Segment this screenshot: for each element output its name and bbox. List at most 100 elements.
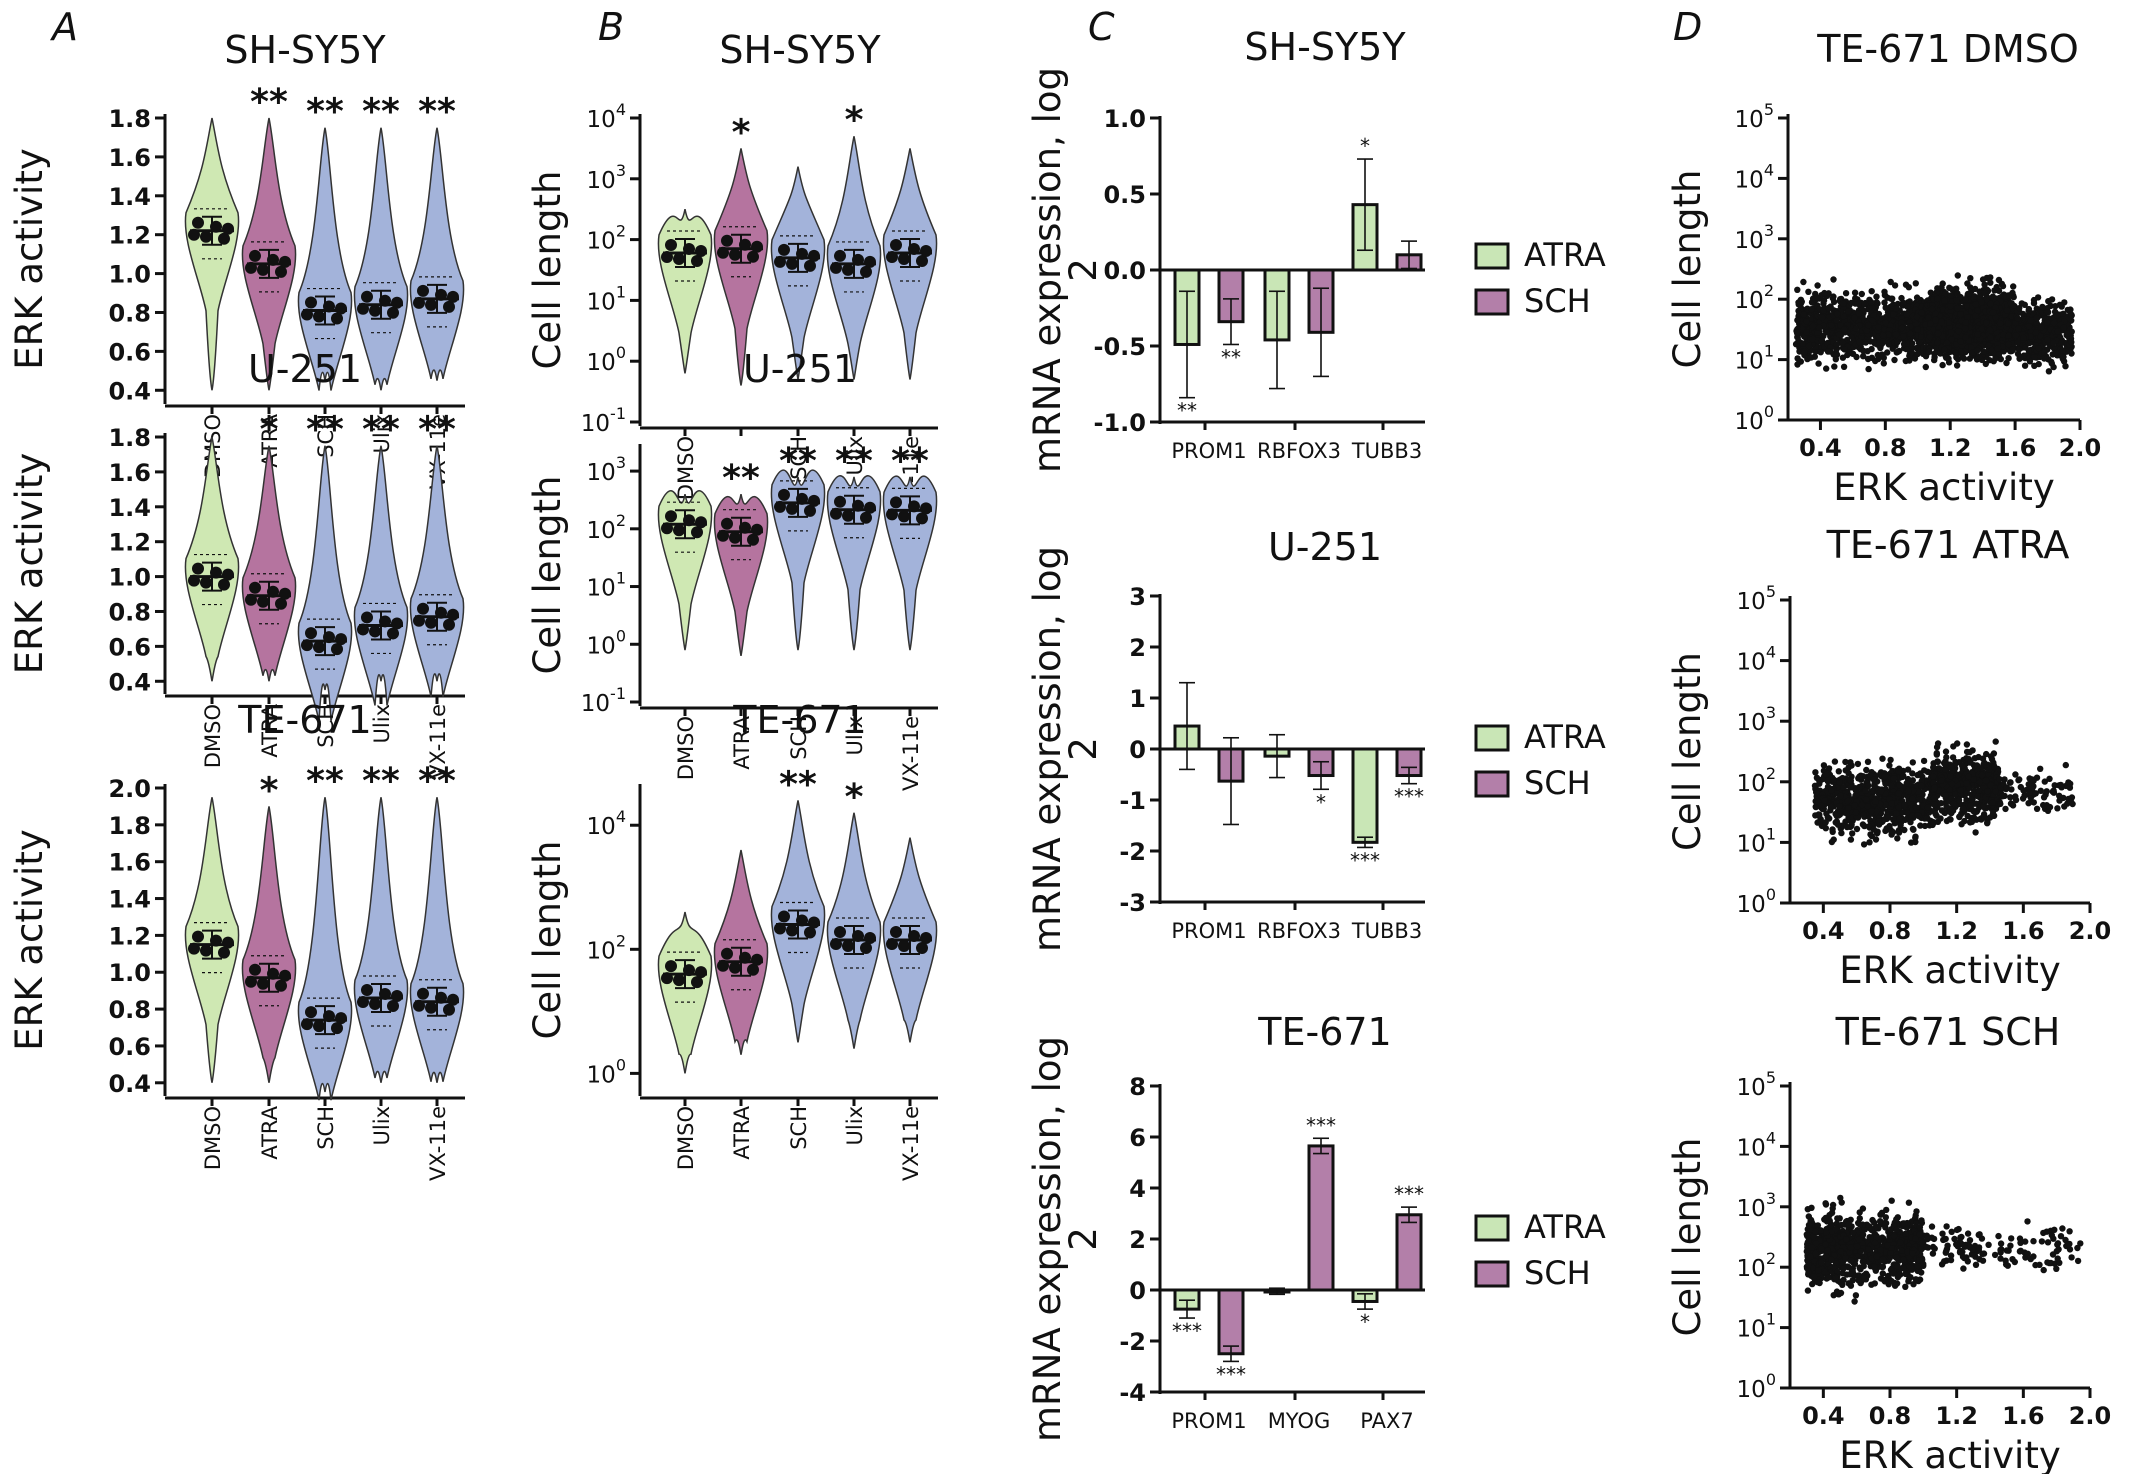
scatter-point [1891, 356, 1898, 364]
scatter-point [1886, 762, 1893, 769]
scatter-point [1843, 810, 1851, 817]
scatter-point [1815, 812, 1823, 819]
replicate-point [717, 959, 729, 972]
replicate-point [313, 1020, 325, 1033]
x-tick-label: SCH [787, 436, 811, 480]
scatter-point [2006, 779, 2014, 786]
tick-base: 10 [1735, 409, 1764, 435]
scatter-point [1839, 339, 1846, 347]
scatter-point [1906, 330, 1914, 337]
scatter-point [1920, 757, 1928, 765]
replicate-point [425, 616, 437, 629]
replicate-point [279, 969, 291, 982]
y-axis-label-subscript: 2 [1062, 258, 1105, 282]
scatter-point [2001, 776, 2008, 783]
replicate-point [721, 517, 733, 530]
scatter-point [1881, 773, 1889, 780]
legend-swatch [1474, 288, 1510, 316]
replicate-point [778, 243, 790, 256]
scatter-point [1794, 361, 1801, 368]
y-tick-label: 102 [1735, 281, 1774, 314]
replicate-point [435, 991, 447, 1004]
scatter-point [1909, 770, 1916, 777]
replicate-point [808, 916, 820, 929]
replicate-point [369, 625, 381, 638]
y-tick-label: 100 [1735, 402, 1774, 435]
replicate-point [275, 597, 287, 610]
scatter-point [1941, 297, 1948, 304]
y-tick-label: 102 [1737, 764, 1776, 797]
scatter-point [1962, 334, 1969, 341]
replicate-point [778, 488, 790, 501]
scatter-point [1830, 776, 1837, 783]
x-tick-label: ATRA [258, 1105, 282, 1159]
replicate-point [275, 265, 287, 278]
scatter-point [1987, 300, 1994, 308]
scatter-point [1823, 810, 1830, 817]
replicate-point [425, 298, 437, 311]
legend-label: ATRA [1524, 1208, 1606, 1246]
scatter-point [2061, 803, 2068, 810]
x-tick-label: Ulix [370, 704, 394, 743]
scatter-point [1851, 802, 1858, 809]
replicate-point [804, 504, 816, 517]
violin [241, 806, 297, 1083]
scatter-point [1860, 353, 1867, 360]
x-tick-label: VX-11e [899, 716, 923, 791]
scatter-point [1875, 818, 1882, 825]
replicate-point [417, 987, 429, 1000]
scatter-point [1863, 766, 1870, 774]
scatter-point [1980, 803, 1987, 810]
scatter-point [1871, 340, 1878, 347]
replicate-point [413, 999, 425, 1012]
tick-base: 10 [587, 814, 616, 840]
bar [1217, 1288, 1245, 1356]
violin [713, 148, 769, 386]
scatter-point [2012, 771, 2019, 778]
y-tick-label: 2 [1129, 634, 1146, 662]
y-tick-label: 1.0 [1103, 105, 1146, 133]
scatter-point [1854, 760, 1862, 768]
scatter-point [1851, 289, 1859, 296]
scatter-point [1860, 347, 1867, 354]
scatter-point [1983, 319, 1990, 327]
replicate-point [673, 524, 685, 537]
y-tick-label: 100 [587, 343, 626, 376]
violin [297, 127, 353, 391]
scatter-point [1814, 294, 1821, 302]
replicate-point [249, 581, 261, 594]
y-tick-label: 2 [1129, 1226, 1146, 1254]
violin [184, 117, 240, 391]
scatter-point [1987, 279, 1994, 286]
replicate-point [665, 510, 677, 523]
y-tick-label: 0.0 [1103, 257, 1146, 285]
significance-mark: *** [1172, 1319, 1202, 1343]
y-tick-label: 0.8 [108, 299, 151, 327]
scatter-point [1865, 365, 1872, 373]
replicate-point [200, 230, 212, 243]
scatter-point [1870, 776, 1877, 783]
scatter-point [1860, 811, 1868, 819]
scatter-point [1941, 346, 1948, 353]
scatter-point [1999, 793, 2006, 800]
violin [657, 209, 713, 374]
scatter-point [2064, 306, 2071, 314]
scatter-point [1979, 276, 1987, 283]
scatter-point [1978, 298, 1985, 306]
y-tick-label: 10-1 [581, 684, 626, 717]
scatter-point [1943, 754, 1950, 761]
y-tick-label: 1.2 [108, 922, 151, 950]
scatter-point [1989, 309, 1997, 316]
scatter-point [2005, 332, 2012, 339]
y-tick-label: 102 [587, 931, 626, 964]
replicate-point [695, 244, 707, 257]
scatter-point [1980, 348, 1987, 355]
replicate-point [447, 290, 459, 303]
x-tick-label: PROM1 [1171, 919, 1246, 943]
scatter-point [1794, 355, 1801, 362]
scatter-point [1902, 357, 1910, 365]
scatter-point [1967, 275, 1974, 282]
scatter-point [1912, 804, 1920, 811]
scatter-point [1847, 836, 1855, 843]
scatter-point [1953, 296, 1960, 304]
